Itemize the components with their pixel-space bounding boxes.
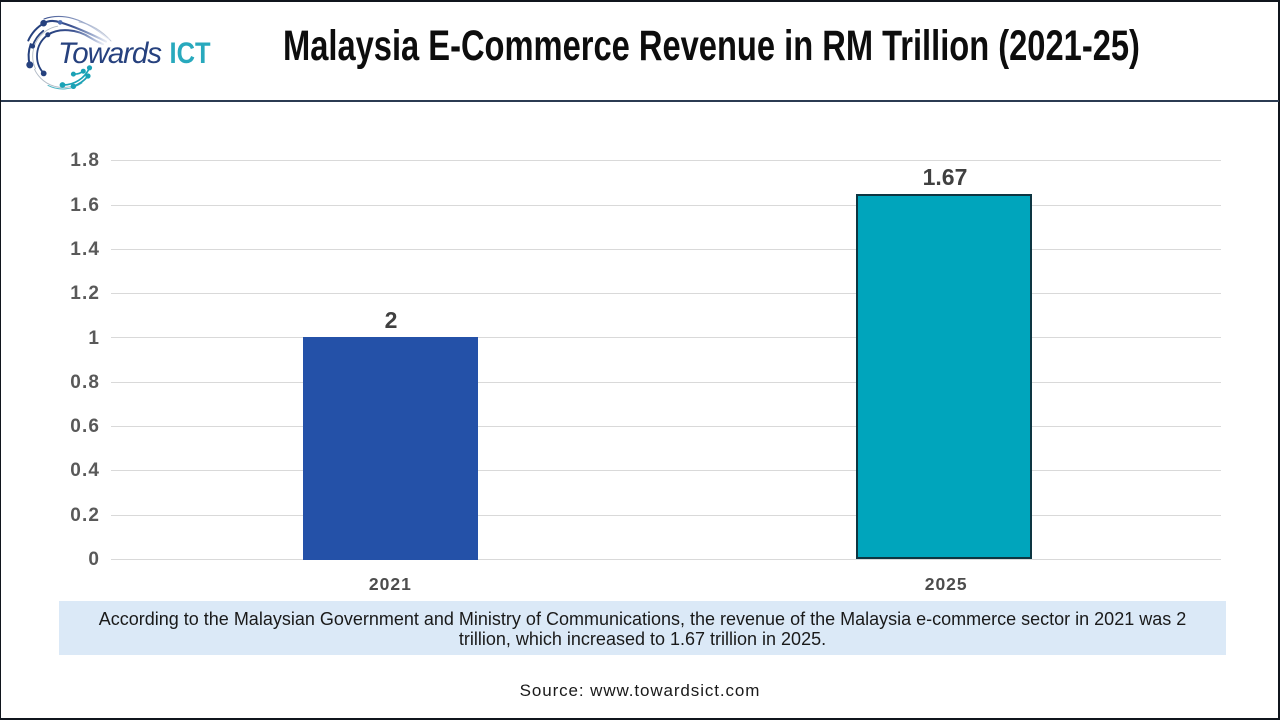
svg-text:ICT: ICT bbox=[170, 37, 211, 70]
svg-text:Towards: Towards bbox=[58, 37, 162, 70]
